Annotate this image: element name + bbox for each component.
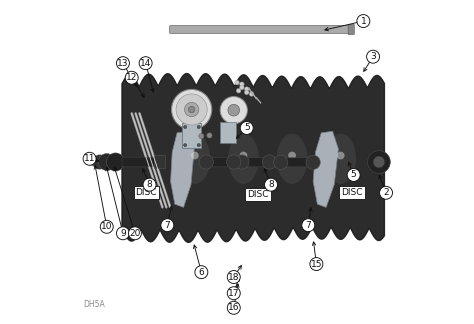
Text: 17: 17 [228, 289, 239, 298]
Circle shape [220, 97, 247, 124]
Circle shape [92, 155, 107, 169]
FancyBboxPatch shape [205, 158, 243, 167]
FancyBboxPatch shape [122, 157, 160, 167]
Circle shape [199, 133, 204, 139]
Circle shape [125, 71, 138, 84]
Circle shape [306, 155, 320, 169]
Circle shape [228, 104, 239, 116]
Circle shape [172, 89, 212, 130]
Circle shape [161, 219, 174, 232]
Text: 10: 10 [101, 222, 112, 231]
FancyBboxPatch shape [220, 122, 236, 143]
Circle shape [240, 122, 253, 134]
FancyBboxPatch shape [280, 158, 314, 167]
Circle shape [227, 155, 241, 169]
Circle shape [98, 154, 115, 170]
Circle shape [227, 287, 240, 300]
Circle shape [273, 155, 288, 169]
Circle shape [235, 80, 239, 85]
Circle shape [262, 155, 276, 169]
Circle shape [227, 271, 240, 284]
Text: 15: 15 [310, 260, 322, 269]
Circle shape [239, 152, 247, 159]
Circle shape [239, 82, 244, 87]
Circle shape [245, 90, 249, 95]
Text: 20: 20 [129, 229, 141, 238]
Text: DISC: DISC [341, 188, 363, 197]
Polygon shape [171, 131, 194, 207]
Polygon shape [122, 74, 384, 242]
Circle shape [227, 301, 240, 314]
Text: 7: 7 [164, 221, 170, 230]
Circle shape [197, 144, 201, 147]
Circle shape [87, 159, 92, 165]
Circle shape [357, 15, 370, 28]
Text: 9: 9 [120, 229, 126, 238]
Circle shape [107, 153, 125, 171]
Text: 1: 1 [361, 17, 366, 26]
Text: DISC: DISC [136, 188, 157, 197]
Circle shape [239, 85, 244, 90]
Circle shape [235, 155, 249, 169]
FancyBboxPatch shape [170, 26, 353, 33]
Text: 8: 8 [146, 180, 153, 189]
Circle shape [117, 57, 129, 70]
Text: 5: 5 [244, 123, 250, 133]
Text: 13: 13 [117, 59, 129, 68]
Circle shape [183, 144, 187, 147]
Text: 5: 5 [351, 170, 356, 179]
Circle shape [191, 152, 199, 159]
Ellipse shape [180, 133, 210, 184]
Text: 8: 8 [268, 180, 274, 189]
Text: 6: 6 [199, 268, 204, 277]
Circle shape [184, 102, 199, 117]
Ellipse shape [325, 133, 356, 184]
Text: 2: 2 [383, 188, 389, 197]
Ellipse shape [277, 133, 308, 184]
FancyBboxPatch shape [155, 155, 165, 169]
Circle shape [83, 152, 96, 165]
Text: 3: 3 [370, 52, 376, 61]
Circle shape [366, 50, 380, 63]
Circle shape [100, 220, 113, 233]
FancyBboxPatch shape [233, 158, 270, 167]
Text: 7: 7 [305, 221, 311, 230]
Circle shape [249, 92, 254, 96]
Circle shape [207, 133, 212, 138]
Text: DH5A: DH5A [83, 300, 105, 309]
Circle shape [128, 227, 141, 240]
Circle shape [288, 152, 296, 159]
FancyBboxPatch shape [348, 24, 354, 35]
Circle shape [380, 186, 392, 199]
Circle shape [347, 168, 360, 181]
Circle shape [139, 57, 152, 70]
Circle shape [195, 266, 208, 279]
Circle shape [264, 178, 277, 191]
Circle shape [337, 152, 345, 159]
Circle shape [143, 178, 156, 191]
Text: 11: 11 [84, 154, 95, 163]
Text: 18: 18 [228, 272, 239, 282]
Circle shape [367, 151, 390, 173]
Circle shape [90, 158, 98, 166]
Polygon shape [313, 131, 338, 207]
Circle shape [310, 258, 323, 271]
Circle shape [302, 219, 315, 232]
Ellipse shape [228, 133, 259, 184]
Circle shape [117, 227, 129, 240]
Circle shape [176, 94, 207, 125]
Circle shape [183, 125, 187, 129]
Circle shape [373, 156, 385, 168]
Text: 16: 16 [228, 303, 239, 312]
Text: 14: 14 [140, 59, 151, 68]
Circle shape [197, 125, 201, 129]
Circle shape [188, 106, 195, 113]
Circle shape [237, 88, 241, 93]
Circle shape [199, 155, 213, 169]
Text: 12: 12 [126, 73, 137, 82]
Text: DISC: DISC [247, 190, 269, 199]
FancyBboxPatch shape [182, 123, 201, 148]
Circle shape [245, 87, 249, 91]
